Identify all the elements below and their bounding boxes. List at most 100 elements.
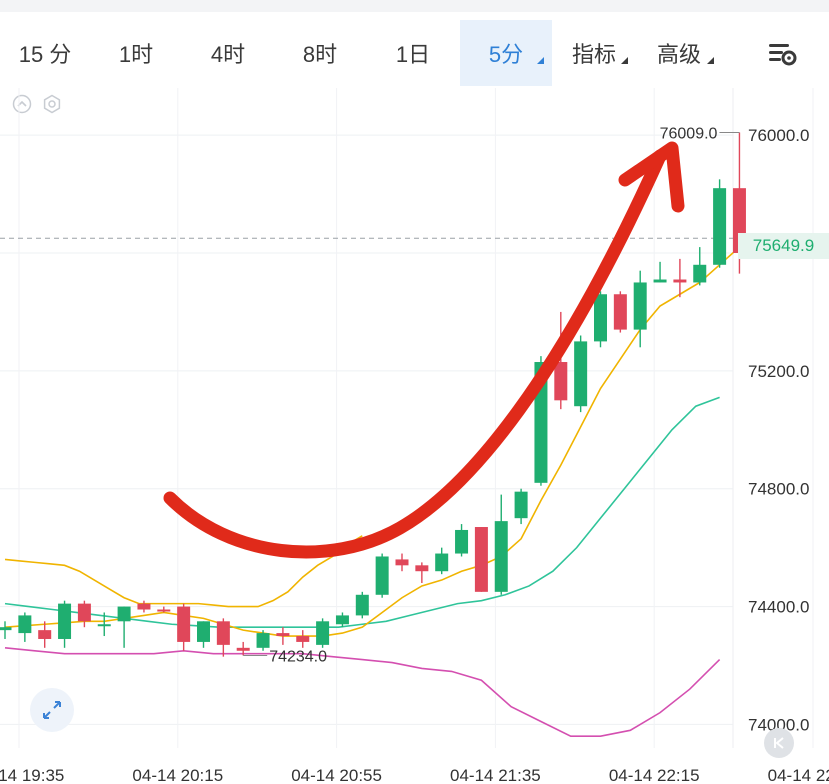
candle-body [474,527,488,592]
candle [77,600,91,628]
candle [316,618,330,648]
candle [335,612,349,628]
candle-body [117,606,131,622]
y-tick-label: 74800.0 [748,480,809,499]
candle [633,270,647,348]
trend-arrow-curve [163,149,667,559]
ma-short-line [4,237,760,637]
candle [355,591,369,619]
tab-1d[interactable]: 1日 [395,42,431,67]
candle-body [97,624,111,627]
candle-body [693,264,707,283]
candle [236,641,250,656]
dropdown-triangle-icon [621,57,628,64]
y-tick-label: 75200.0 [748,362,809,381]
dropdown-triangle-icon [537,57,544,64]
candle-body [236,647,250,651]
candle-body [613,294,627,330]
candle-body [157,609,171,612]
candle [613,291,627,333]
expand-button[interactable] [30,688,74,732]
back-button[interactable] [764,728,794,758]
tab-8h[interactable]: 8时 [302,42,338,67]
candle-body [316,621,330,645]
x-tick-label: 04-14 22:55 [768,766,829,784]
x-tick-label: 04-14 22:15 [609,766,700,784]
candle [693,247,707,286]
interval-tabs: 15 分 1时 4时 8时 1日 5分 指标 高级 [0,20,829,86]
candle [0,621,12,639]
candle-body [435,553,449,572]
candle [117,606,131,648]
candle-body [18,615,32,634]
candle-body [296,636,310,642]
tab-15min[interactable]: 15 分 [18,42,72,67]
candle-body [494,521,508,592]
x-tick-label: 04-14 21:35 [450,766,541,784]
candle-body [276,633,290,637]
tab-5min[interactable]: 5分 [460,20,552,86]
candle-body [633,282,647,330]
candle-body [653,279,667,283]
candle [197,621,210,648]
candle-body [514,491,528,519]
candle [415,562,429,583]
chart-settings-icon[interactable] [762,34,802,74]
candle-body [375,556,389,595]
candle-body [197,621,210,642]
candle-body [713,188,727,265]
candle [18,612,32,642]
candle-body [395,559,409,566]
candle [276,627,290,645]
candle [177,603,191,651]
candle-body [77,603,91,622]
candle [494,494,508,595]
candle-body [415,565,429,572]
top-band [0,0,829,12]
candle [455,524,469,557]
candle [216,618,230,657]
dropdown-triangle-icon [707,57,714,64]
high-label: 76009.0 [660,125,718,142]
candle-body [58,603,72,639]
x-tick-label: 04-14 20:55 [291,766,382,784]
candle [474,527,488,592]
y-tick-label: 74000.0 [748,715,809,734]
low-label: 74234.0 [269,648,327,665]
candle [97,612,111,637]
x-tick-label: 04-14 19:35 [0,766,64,784]
y-tick-label: 74400.0 [748,598,809,617]
candle-body [574,341,588,407]
candle [514,488,528,525]
current-price-tag: 75649.9 [738,233,829,259]
trend-arrow-head [618,141,685,213]
candle [574,335,588,413]
candle-body [256,633,270,648]
candle-body [137,603,151,610]
tab-indicators[interactable]: 指标 [552,20,636,86]
candle-body [216,621,230,645]
candle-body [177,606,191,642]
tab-advanced[interactable]: 高级 [636,20,722,86]
y-tick-label: 76000.0 [748,126,809,145]
candle [653,261,667,283]
candle-body [335,615,349,625]
tab-4h[interactable]: 4时 [210,42,246,67]
candle-body [0,627,12,631]
back-icon [774,737,784,749]
candle [673,258,687,298]
candle [713,179,727,268]
candle [435,547,449,575]
expand-arrows-icon [43,701,61,719]
candle-body [455,529,469,554]
x-tick-label: 04-14 20:15 [132,766,223,784]
tab-1h[interactable]: 1时 [118,42,154,67]
candle-body [554,362,568,401]
candle [157,606,171,613]
candle-body [355,594,369,616]
candle-body [38,630,52,639]
lower-band-line [4,647,721,738]
candlestick-chart[interactable]: 76000.075600.075200.074800.074400.074000… [0,88,829,784]
candle [38,621,52,648]
gear-icon[interactable] [42,94,62,114]
